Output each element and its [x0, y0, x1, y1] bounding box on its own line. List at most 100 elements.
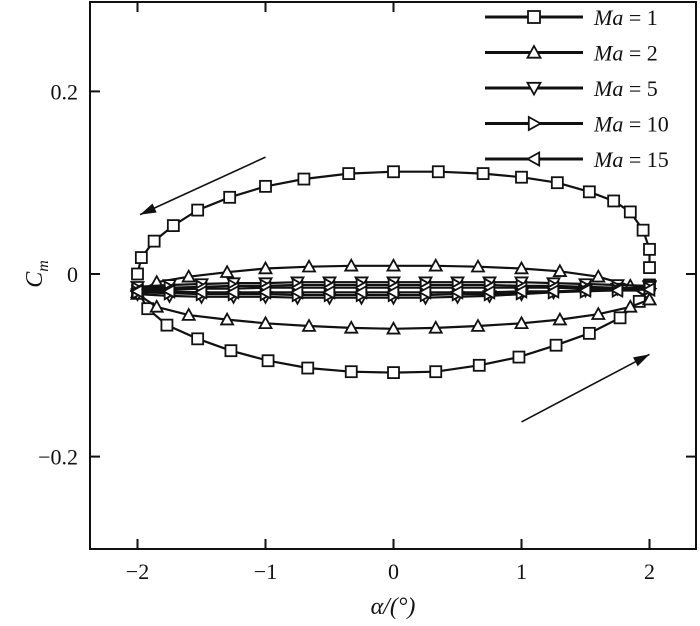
series-marker — [481, 284, 496, 300]
series-marker — [261, 354, 275, 368]
series-marker — [550, 176, 564, 190]
series-marker — [257, 260, 274, 275]
series-marker — [385, 284, 400, 300]
series-marker — [431, 165, 445, 179]
series-marker — [149, 299, 165, 313]
series-marker — [301, 258, 317, 273]
series-marker — [225, 284, 240, 300]
series-marker — [428, 257, 444, 272]
series-marker — [344, 365, 358, 379]
series-marker — [552, 311, 568, 326]
legend: Ma = 1 Ma = 2 Ma = 5 Ma = 10 Ma = 15 — [481, 3, 695, 172]
series-marker — [289, 284, 304, 300]
series-marker — [181, 268, 197, 283]
legend-label: Ma = 1 — [593, 5, 658, 30]
legend-entry: Ma = 5 — [485, 76, 658, 101]
series-marker — [641, 281, 656, 298]
series-marker — [191, 332, 205, 346]
series-marker — [131, 267, 144, 281]
series-marker — [513, 283, 528, 299]
series-marker — [160, 318, 174, 332]
series-marker — [147, 234, 161, 248]
series-marker — [428, 320, 444, 334]
series-marker — [549, 338, 563, 352]
series-marker — [385, 257, 402, 272]
x-tick-label: 0 — [388, 559, 399, 584]
series-marker — [129, 283, 144, 299]
series-marker — [257, 315, 274, 330]
y-axis-label: Cm — [22, 260, 52, 288]
x-tick-label: 1 — [516, 559, 527, 584]
upper-left-arrow — [139, 156, 266, 216]
series-marker — [590, 306, 606, 320]
series-marker — [512, 350, 526, 364]
series-marker — [343, 320, 359, 334]
series-group — [131, 165, 656, 380]
series-marker — [224, 344, 238, 358]
series-marker — [166, 219, 180, 233]
series-marker — [181, 307, 197, 321]
series-marker — [590, 268, 606, 283]
series-marker — [525, 44, 543, 59]
series-marker — [607, 194, 621, 208]
series-marker — [449, 284, 464, 300]
legend-entry: Ma = 15 — [485, 147, 669, 172]
series-marker — [552, 263, 568, 277]
series-marker — [259, 179, 272, 193]
series-marker — [223, 190, 237, 204]
series-marker — [641, 291, 658, 306]
y-tick-label: 0 — [67, 262, 78, 287]
series-marker — [643, 242, 656, 256]
data-series — [129, 165, 658, 380]
series-marker — [343, 257, 359, 272]
series-marker — [582, 326, 596, 340]
legend-entry: Ma = 1 — [485, 5, 658, 30]
legend-label: Ma = 10 — [593, 112, 669, 137]
series-marker — [219, 264, 235, 278]
series-marker — [525, 150, 541, 168]
series-marker — [353, 284, 368, 300]
y-tick-label: 0.2 — [51, 79, 79, 104]
series-marker — [525, 81, 543, 97]
legend-label: Ma = 15 — [593, 147, 669, 172]
series-marker — [470, 318, 486, 332]
series-marker — [342, 167, 356, 180]
legend-entry: Ma = 2 — [485, 41, 658, 66]
series-group — [129, 280, 656, 300]
series-marker — [417, 284, 432, 300]
series-marker — [193, 284, 208, 300]
series-marker — [527, 115, 543, 132]
series-marker — [527, 10, 541, 24]
series-marker — [476, 167, 490, 180]
series-marker — [257, 284, 272, 300]
series-marker — [636, 223, 650, 237]
series-marker — [582, 185, 596, 199]
series-marker — [429, 365, 443, 379]
series-marker — [623, 205, 637, 219]
direction-arrows — [139, 156, 650, 423]
series-marker — [191, 203, 205, 217]
legend-label: Ma = 2 — [593, 41, 658, 66]
legend-label: Ma = 5 — [593, 76, 658, 101]
series-marker — [301, 361, 315, 375]
axis-tick-labels: −2 −1 0 1 2 0.2 0 −0.2 — [38, 79, 655, 584]
series-marker — [321, 284, 336, 300]
x-tick-label: 2 — [644, 559, 655, 584]
legend-entry: Ma = 10 — [485, 112, 669, 137]
x-axis-label: α/(°) — [371, 594, 416, 620]
series-marker — [387, 366, 400, 380]
lower-right-arrow — [521, 353, 650, 423]
series-marker — [613, 311, 627, 325]
series-marker — [513, 315, 530, 330]
legend-box — [481, 3, 695, 163]
x-tick-label: −2 — [126, 559, 149, 584]
series-marker — [470, 258, 486, 273]
series-marker — [515, 170, 528, 184]
series-marker — [545, 283, 560, 299]
series-marker — [513, 260, 530, 275]
y-tick-label: −0.2 — [38, 445, 78, 470]
series-marker — [219, 311, 235, 326]
series-marker — [609, 282, 624, 298]
series-marker — [301, 318, 317, 332]
